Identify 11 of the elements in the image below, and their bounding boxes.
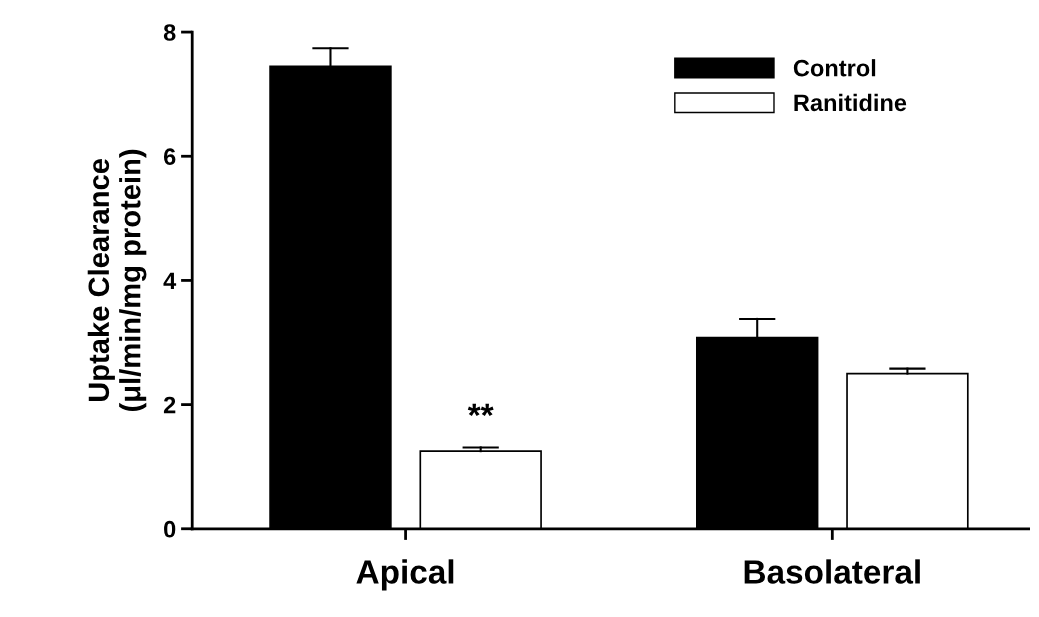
- y-tick-label: 4: [163, 272, 177, 289]
- y-tick-label: 2: [163, 396, 176, 414]
- y-tick-label: 0: [164, 520, 176, 538]
- x-tick-label: Apical: [356, 559, 454, 591]
- y-tick-label: 8: [163, 24, 176, 41]
- y-axis-title: Uptake Clearance (μl/min/mg protein): [87, 149, 147, 412]
- legend-label: Control: [793, 59, 876, 77]
- y-tick-label: 6: [163, 148, 176, 166]
- legend-label: Ranitidine: [794, 93, 907, 112]
- x-tick-label: Basolateral: [744, 559, 920, 584]
- annotation: **: [467, 403, 494, 417]
